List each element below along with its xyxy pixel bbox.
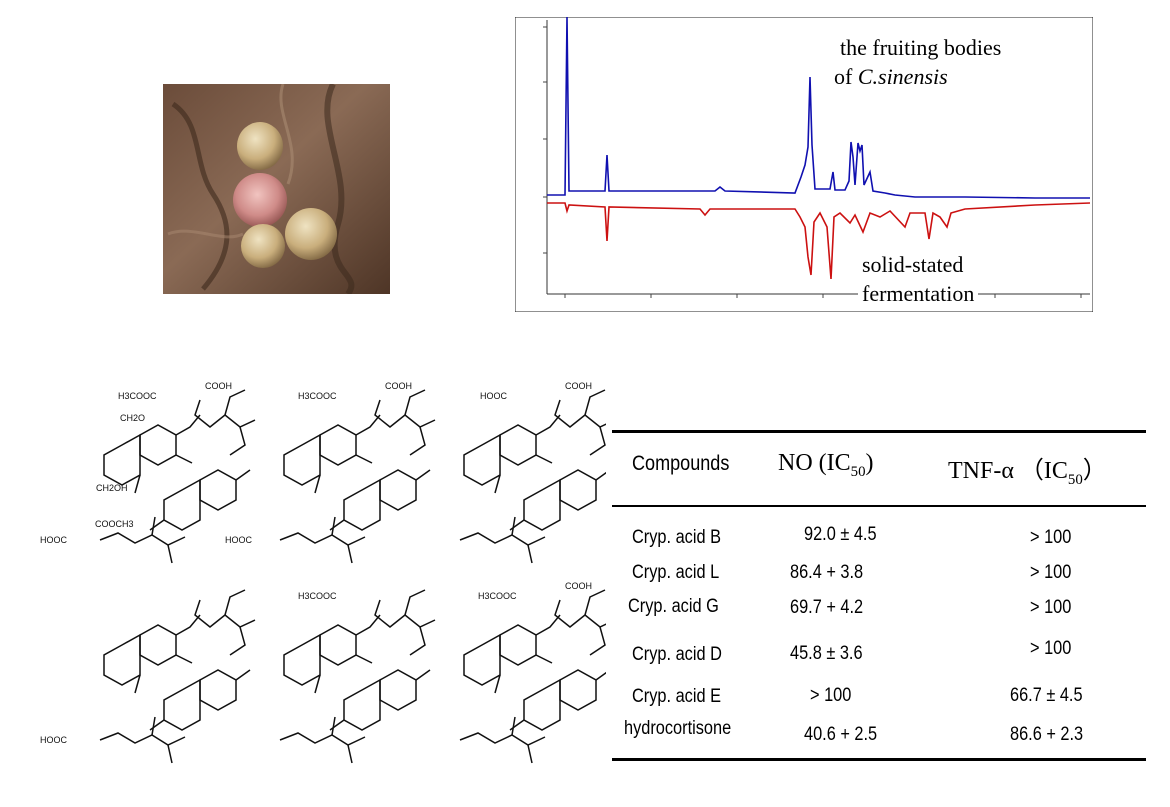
struct-label-cooh-1: COOH [205, 381, 232, 391]
struct-label-cooh-6: COOH [565, 581, 592, 591]
row-no: 45.8 ± 3.6 [790, 643, 863, 664]
structure-2 [279, 389, 436, 564]
fermentation-label-line1: solid-stated [862, 252, 964, 277]
fermentation-label-line2: fermentation [862, 281, 975, 306]
fruiting-bodies-label: the fruiting bodies of C.sinensis [830, 33, 1006, 91]
structure-6 [459, 589, 606, 764]
struct-label-cooh-2: COOH [385, 381, 412, 391]
struct-label-ch2oh-1: CH2OH [96, 483, 128, 493]
row-no: 40.6 + 2.5 [804, 724, 878, 745]
struct-label-h3cooc-6: H3COOC [478, 591, 517, 601]
row-tnf: > 100 [1030, 638, 1072, 659]
row-compound: Cryp. acid G [628, 596, 719, 617]
row-tnf: > 100 [1030, 597, 1072, 618]
structure-4 [99, 589, 256, 764]
row-tnf: > 100 [1030, 562, 1072, 583]
struct-label-cooch3-1: COOCH3 [95, 519, 134, 529]
fruiting-bodies-label-line1: the fruiting bodies [840, 35, 1002, 60]
chrom-ticks [543, 26, 1082, 298]
chemical-structures: H3COOC COOH CH2O CH2OH COOCH3 HOOC H3COO… [40, 381, 606, 764]
struct-label-cooh-3: COOH [565, 381, 592, 391]
row-tnf: > 100 [1030, 527, 1072, 548]
struct-label-h3cooc-1: H3COOC [118, 391, 157, 401]
struct-label-hooc-2: HOOC [225, 535, 253, 545]
structure-3 [459, 389, 606, 564]
struct-label-hooc-4: HOOC [40, 735, 68, 745]
row-compound: hydrocortisone [624, 718, 732, 739]
struct-label-h3cooc-5: H3COOC [298, 591, 337, 601]
row-no: 92.0 ± 4.5 [804, 524, 877, 545]
struct-label-hooc-3: HOOC [480, 391, 508, 401]
struct-label-ch2o-1: CH2O [120, 413, 145, 423]
hplc-chromatogram [515, 17, 1093, 312]
structure-5 [279, 589, 436, 764]
struct-label-h3cooc-2: H3COOC [298, 391, 337, 401]
table-top-rule [612, 430, 1146, 433]
fruiting-bodies-trace [547, 17, 1090, 199]
row-compound: Cryp. acid E [632, 686, 721, 707]
row-tnf: 66.7 ± 4.5 [1010, 685, 1083, 706]
row-no: > 100 [810, 685, 852, 706]
header-compounds: Compounds [632, 452, 730, 475]
row-no: 69.7 + 4.2 [790, 597, 864, 618]
fermentation-trace [547, 202, 1091, 280]
row-no: 86.4 + 3.8 [790, 562, 864, 583]
fruiting-bodies-label-prefix: of [834, 64, 858, 89]
row-compound: Cryp. acid D [632, 644, 722, 665]
species-name: C.sinensis [857, 64, 948, 89]
fermentation-label: solid-stated fermentation [858, 250, 979, 308]
fruiting-bodies-photo [163, 84, 390, 294]
row-tnf: 86.6 + 2.3 [1010, 724, 1084, 745]
ic50-table: Compounds NO (IC50) TNF-α （IC50） Cryp. a… [612, 430, 1146, 765]
struct-label-hooc-1: HOOC [40, 535, 68, 545]
row-compound: Cryp. acid B [632, 527, 721, 548]
header-no: NO (IC50) [778, 450, 874, 480]
header-tnf: TNF-α （IC50） [948, 458, 1107, 488]
table-header-rule [612, 505, 1146, 507]
row-compound: Cryp. acid L [632, 562, 720, 583]
table-bottom-rule [612, 758, 1146, 761]
